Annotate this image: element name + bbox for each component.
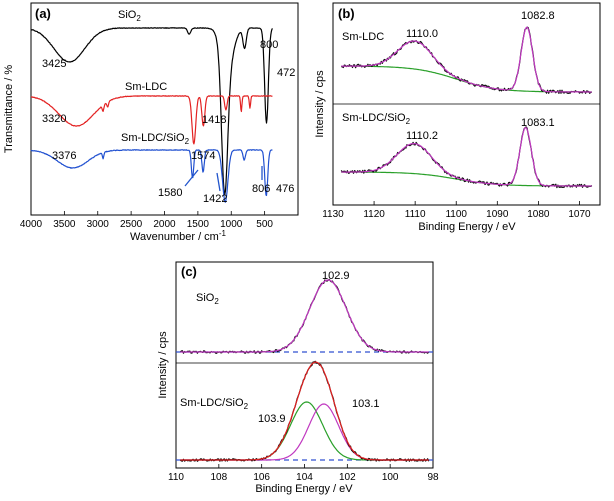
panel-a-xtick-label: 1500 — [187, 219, 210, 230]
panel-b-xtick-label: 1130 — [322, 209, 344, 220]
panel-c-xtick-label: 108 — [210, 472, 227, 483]
panel-b: (b) 1130 1120 1110 1100 1090 1080 1070 Sm-LDC … — [314, 2, 601, 233]
panel-c-xlabel: Binding Energy / eV — [255, 483, 353, 495]
annotation-3425: 3425 — [42, 58, 66, 70]
b-peak-1110-0: 1110.0 — [406, 28, 438, 40]
panel-c-xtick-label: 98 — [427, 472, 439, 483]
panel-b-xtick-label: 1090 — [486, 209, 509, 220]
panel-c-ticks: 110 108 106 104 102 100 98 — [168, 464, 439, 483]
panel-a-ticks: 4000 3500 3000 2500 2000 1500 1000 500 — [20, 211, 273, 230]
arrow-1422 — [216, 172, 221, 192]
panel-c-frame — [175, 261, 434, 469]
panel-b-xtick-label: 1120 — [363, 209, 385, 220]
arrow-1580 — [184, 169, 199, 187]
panel-b-label: (b) — [338, 6, 355, 21]
panel-b-ylabel: Intensity / cps — [314, 70, 326, 138]
panel-c-label: (c) — [181, 264, 197, 279]
panel-c: (c) 110 108 106 104 102 100 98 SiO2 Sm-LDC/SiO… — [157, 261, 439, 495]
c-peak-103-1: 103.1 — [352, 398, 380, 410]
series-sm-ldc-sio2-label: Sm-LDC/SiO2 — [121, 132, 190, 146]
c-top-sample-label: SiO2 — [196, 292, 219, 306]
panel-b-xtick-label: 1070 — [568, 209, 591, 220]
b-bottom-raw-spectrum — [340, 126, 593, 189]
panel-b-xlabel: Binding Energy / eV — [418, 221, 516, 233]
annotation-800: 800 — [260, 39, 278, 51]
annotation-1418: 1418 — [202, 114, 226, 126]
annotation-472: 472 — [277, 67, 295, 79]
panel-a-xtick-label: 1000 — [220, 219, 243, 230]
b-bottom-sample-label: Sm-LDC/SiO2 — [342, 112, 411, 126]
panel-a-xlabel: Wavenumber / cm-1 — [130, 229, 227, 243]
annotation-476: 476 — [276, 183, 294, 195]
series-sio2-line — [30, 27, 273, 196]
panel-a-xtick-label: 500 — [256, 219, 273, 230]
annotation-1422: 1422 — [203, 193, 227, 205]
series-sm-ldc-label: Sm-LDC — [125, 81, 167, 93]
panel-c-xtick-label: 110 — [168, 472, 184, 483]
b-peak-1110-2: 1110.2 — [406, 130, 438, 142]
panel-b-xtick-label: 1110 — [405, 209, 426, 220]
c-bottom-sample-label: Sm-LDC/SiO2 — [180, 397, 249, 411]
b-top-background — [341, 65, 592, 93]
b-top-fit — [341, 26, 592, 93]
panel-c-ylabel: Intensity / cps — [157, 331, 169, 399]
panel-a-xtick-label: 3500 — [53, 219, 76, 230]
b-bottom-fit — [341, 127, 592, 187]
panel-a-ylabel: Transmittance / % — [3, 65, 15, 153]
annotation-3320: 3320 — [42, 113, 66, 125]
c-top-fit — [180, 279, 429, 353]
panel-c-xtick-label: 104 — [296, 472, 313, 483]
annotation-1580: 1580 — [158, 187, 182, 199]
b-top-sample-label: Sm-LDC — [342, 31, 384, 43]
panel-b-ticks: 1130 1120 1110 1100 1090 1080 1070 — [322, 201, 591, 220]
series-sm-ldc-sio2-line — [30, 149, 273, 203]
annotation-1574: 1574 — [191, 150, 215, 162]
panel-c-xtick-label: 102 — [339, 472, 356, 483]
panel-a-xtick-label: 3000 — [87, 219, 110, 230]
panel-a: (a) 4000 3500 3000 2500 2000 1500 1000 500 SiO2… — [3, 2, 299, 243]
b-bottom-background — [341, 171, 592, 187]
panel-a-xtick-label: 4000 — [20, 219, 43, 230]
c-bottom-peak-103-9 — [180, 401, 429, 461]
c-peak-103-9: 103.9 — [258, 413, 286, 425]
c-bottom-peak-103-1 — [180, 403, 429, 461]
c-bottom-raw-spectrum — [179, 360, 430, 462]
c-peak-102-9: 102.9 — [322, 270, 350, 282]
annotation-806: 806 — [252, 183, 270, 195]
panel-a-label: (a) — [35, 6, 51, 21]
c-bottom-envelope — [180, 361, 429, 461]
panel-a-xtick-label: 2000 — [153, 219, 176, 230]
series-sm-ldc-line — [30, 95, 273, 145]
panel-a-xtick-label: 2500 — [120, 219, 143, 230]
c-top-raw-spectrum — [179, 278, 430, 354]
b-peak-1083-1: 1083.1 — [521, 117, 555, 129]
panel-b-xtick-label: 1080 — [527, 209, 550, 220]
b-peak-1082-8: 1082.8 — [521, 10, 555, 22]
panel-c-xtick-label: 106 — [253, 472, 270, 483]
series-sio2-label: SiO2 — [118, 9, 141, 23]
annotation-3376: 3376 — [52, 150, 76, 162]
panel-c-xtick-label: 100 — [382, 472, 399, 483]
panel-b-xtick-label: 1100 — [445, 209, 467, 220]
